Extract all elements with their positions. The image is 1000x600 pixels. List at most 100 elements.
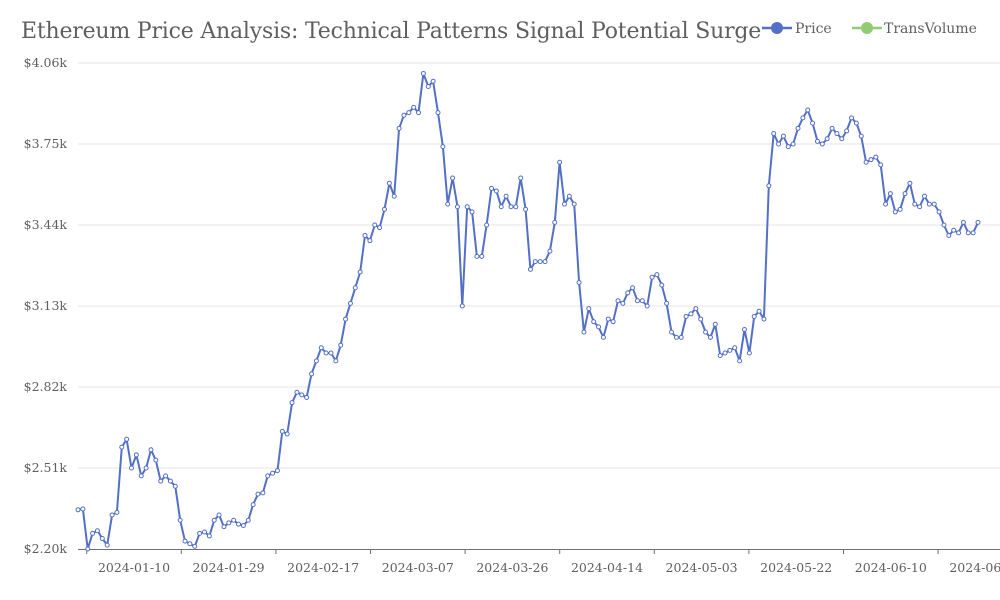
data-point[interactable] xyxy=(406,110,412,116)
data-point[interactable] xyxy=(805,107,811,113)
data-point[interactable] xyxy=(498,204,504,210)
data-point[interactable] xyxy=(129,465,135,471)
data-point[interactable] xyxy=(503,193,509,199)
data-point[interactable] xyxy=(450,175,456,181)
data-point[interactable] xyxy=(124,436,130,442)
data-point[interactable] xyxy=(163,473,169,479)
data-point[interactable] xyxy=(274,468,280,474)
data-point[interactable] xyxy=(372,222,378,228)
data-point[interactable] xyxy=(732,345,738,351)
data-point[interactable] xyxy=(844,128,850,134)
data-point[interactable] xyxy=(673,334,679,340)
data-point[interactable] xyxy=(790,141,796,147)
data-point[interactable] xyxy=(868,157,874,163)
data-point[interactable] xyxy=(318,345,324,351)
legend-item-transvolume[interactable]: TransVolume xyxy=(852,21,977,37)
data-point[interactable] xyxy=(328,350,334,356)
data-point[interactable] xyxy=(508,204,514,210)
data-point[interactable] xyxy=(639,298,645,304)
data-point[interactable] xyxy=(119,444,125,450)
data-point[interactable] xyxy=(201,529,207,535)
data-point[interactable] xyxy=(917,204,923,210)
data-point[interactable] xyxy=(343,316,349,322)
data-point[interactable] xyxy=(707,334,713,340)
data-point[interactable] xyxy=(819,141,825,147)
data-point[interactable] xyxy=(523,206,529,212)
data-point[interactable] xyxy=(683,313,689,319)
data-point[interactable] xyxy=(669,329,675,335)
data-point[interactable] xyxy=(537,259,543,265)
data-point[interactable] xyxy=(596,324,602,330)
data-point[interactable] xyxy=(892,209,898,215)
data-point[interactable] xyxy=(849,115,855,121)
data-point[interactable] xyxy=(678,334,684,340)
data-point[interactable] xyxy=(333,358,339,364)
legend[interactable]: Price TransVolume xyxy=(762,21,977,37)
data-point[interactable] xyxy=(737,358,743,364)
data-point[interactable] xyxy=(197,530,203,536)
data-point[interactable] xyxy=(873,154,879,160)
data-point[interactable] xyxy=(800,115,806,121)
data-point[interactable] xyxy=(289,400,295,406)
data-point[interactable] xyxy=(591,319,597,325)
data-point[interactable] xyxy=(751,313,757,319)
data-point[interactable] xyxy=(571,201,577,207)
data-point[interactable] xyxy=(352,285,358,291)
data-point[interactable] xyxy=(625,290,631,296)
data-point[interactable] xyxy=(975,219,981,225)
data-point[interactable] xyxy=(187,541,193,547)
data-point[interactable] xyxy=(951,227,957,233)
data-point[interactable] xyxy=(182,538,188,544)
data-point[interactable] xyxy=(600,334,606,340)
data-point[interactable] xyxy=(265,473,271,479)
data-point[interactable] xyxy=(172,483,178,489)
data-point[interactable] xyxy=(226,520,232,526)
data-point[interactable] xyxy=(90,530,96,536)
data-point[interactable] xyxy=(313,358,319,364)
data-point[interactable] xyxy=(610,319,616,325)
data-point[interactable] xyxy=(644,303,650,309)
data-point[interactable] xyxy=(921,193,927,199)
data-point[interactable] xyxy=(401,112,407,118)
data-point[interactable] xyxy=(284,431,290,437)
data-point[interactable] xyxy=(853,120,859,126)
data-point[interactable] xyxy=(824,136,830,142)
data-point[interactable] xyxy=(114,509,120,515)
data-point[interactable] xyxy=(688,311,694,317)
data-point[interactable] xyxy=(771,131,777,137)
data-point[interactable] xyxy=(377,225,383,231)
data-point[interactable] xyxy=(887,191,893,197)
data-point[interactable] xyxy=(216,512,222,518)
data-point[interactable] xyxy=(416,110,422,116)
data-point[interactable] xyxy=(858,133,864,139)
data-point[interactable] xyxy=(75,507,81,513)
data-point[interactable] xyxy=(513,204,519,210)
data-point[interactable] xyxy=(785,144,791,150)
data-point[interactable] xyxy=(440,144,446,150)
data-point[interactable] xyxy=(80,506,86,512)
data-point[interactable] xyxy=(99,536,105,542)
data-point[interactable] xyxy=(780,133,786,139)
data-point[interactable] xyxy=(206,533,212,539)
data-point[interactable] xyxy=(158,478,164,484)
data-point[interactable] xyxy=(829,125,835,131)
data-point[interactable] xyxy=(926,201,932,207)
data-point[interactable] xyxy=(381,206,387,212)
data-point[interactable] xyxy=(776,141,782,147)
data-point[interactable] xyxy=(231,517,237,523)
data-point[interactable] xyxy=(396,125,402,131)
data-point[interactable] xyxy=(245,517,251,523)
data-point[interactable] xyxy=(236,521,242,527)
data-point[interactable] xyxy=(109,512,115,518)
data-point[interactable] xyxy=(956,230,962,236)
data-point[interactable] xyxy=(965,230,971,236)
data-point[interactable] xyxy=(698,316,704,322)
data-point[interactable] xyxy=(810,120,816,126)
data-point[interactable] xyxy=(489,185,495,191)
data-point[interactable] xyxy=(454,204,460,210)
data-point[interactable] xyxy=(527,266,533,272)
data-point[interactable] xyxy=(221,524,227,530)
data-point[interactable] xyxy=(133,452,139,458)
data-point[interactable] xyxy=(464,204,470,210)
data-point[interactable] xyxy=(250,502,256,508)
